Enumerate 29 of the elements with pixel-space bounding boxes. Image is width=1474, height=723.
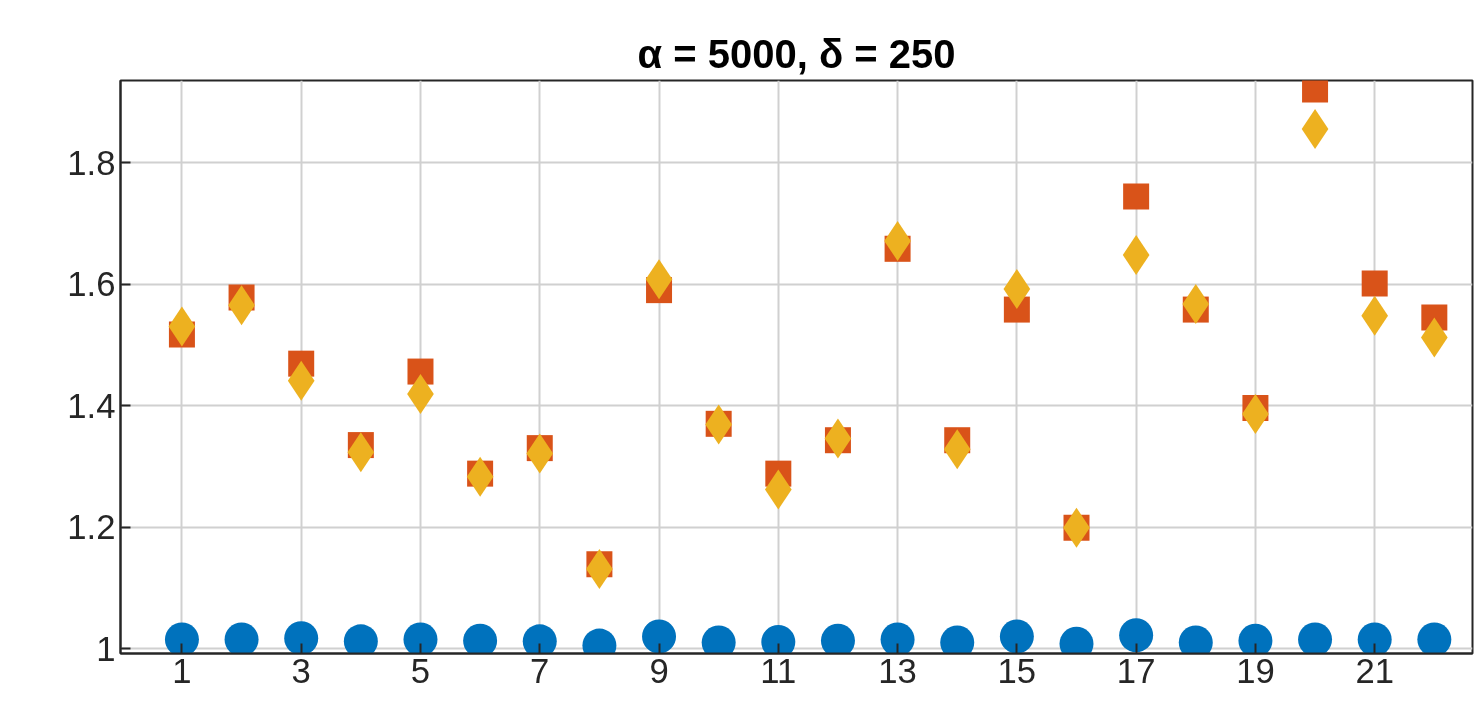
x-tick-label: 9	[649, 651, 669, 690]
x-tick-label: 5	[410, 651, 431, 690]
point	[1298, 622, 1333, 654]
point	[1119, 618, 1154, 653]
x-tick-label: 11	[760, 651, 797, 690]
point	[880, 622, 915, 654]
x-tick-label: 7	[530, 651, 550, 690]
x-tick-label: 17	[1116, 651, 1156, 690]
x-tick-label: 15	[997, 651, 1037, 690]
y-tick-label: 1.2	[67, 508, 116, 547]
y-tick-label: 1.8	[67, 143, 116, 182]
x-tick-label: 3	[291, 651, 311, 690]
point	[1417, 622, 1452, 654]
point	[1357, 622, 1392, 654]
x-tick-label: 1	[172, 651, 192, 690]
point	[999, 619, 1034, 654]
x-tick-label: 13	[878, 651, 917, 690]
point	[224, 622, 259, 654]
y-tick-label: 1.6	[67, 265, 116, 304]
point	[642, 619, 677, 654]
point	[164, 622, 199, 654]
point	[284, 621, 319, 654]
x-tick-label: 21	[1355, 651, 1394, 690]
point	[1361, 270, 1388, 297]
y-tick-label: 1.4	[67, 386, 116, 425]
x-tick-label: 19	[1236, 651, 1275, 690]
chart-title: α = 5000, δ = 250	[637, 31, 956, 76]
point	[1123, 183, 1150, 210]
point	[403, 622, 438, 654]
